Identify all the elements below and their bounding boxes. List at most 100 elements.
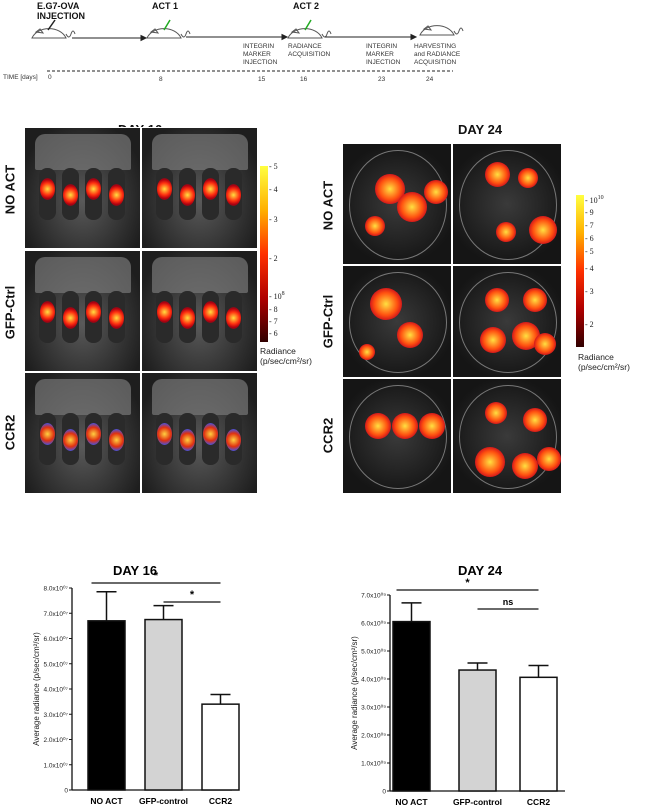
colorbar-units: (p/sec/cm²/sr) [260, 356, 312, 366]
x-tick-label: CCR2 [209, 796, 232, 806]
y-tick-label: 5.0x10⁰⁷ [44, 660, 69, 668]
y-axis-label: Average radiance (p/sec/cm²/sr) [32, 632, 41, 746]
colorbar-units: (p/sec/cm²/sr) [578, 362, 630, 372]
petri-dish [459, 272, 557, 373]
colorbar-label: Radiance [578, 352, 614, 362]
mouse-icon [287, 19, 332, 39]
y-tick-label: 3.0x10⁰⁹ [361, 704, 386, 712]
y-tick-label: 8.0x10⁰⁷ [44, 585, 69, 593]
signal-blob [397, 192, 427, 222]
colorbar-tick: - 8 [269, 304, 278, 314]
y-tick-label: 3.0x10⁰⁷ [44, 711, 69, 719]
colorbar-exponent: 8 [281, 291, 285, 298]
y-tick-label: 4.0x10⁰⁷ [44, 686, 69, 694]
signal-blob [157, 178, 172, 200]
dish-image [452, 143, 562, 265]
imaging-holder [152, 134, 248, 170]
chart-title: DAY 24 [458, 563, 503, 578]
colorbar-day16 [260, 166, 268, 342]
day-tick: 16 [300, 76, 308, 83]
colorbar-tick: - 9 [585, 207, 594, 217]
imaging-holder [35, 134, 131, 170]
significance-label: * [190, 589, 195, 601]
bar [458, 669, 497, 792]
signal-blob [157, 301, 172, 323]
bar-charts: DAY 16 0 1.0x10⁰⁷ 2.0x10⁰⁷ 3.0x10⁰⁷ 4.0x10⁰⁷ 5… [32, 563, 565, 807]
x-tick-label: NO ACT [90, 796, 123, 806]
note-integrin-1: INTEGRIN MARKER INJECTION [243, 43, 278, 66]
imaging-holder [35, 379, 131, 415]
row-label: GFP-Ctrl [320, 294, 336, 349]
petri-dish [459, 150, 557, 260]
dish-image [342, 265, 452, 378]
time-axis-label: TIME [days] [3, 74, 38, 81]
dish-image [452, 378, 562, 494]
signal-blob [226, 184, 241, 206]
signal-blob [523, 407, 548, 432]
chart-title: DAY 16 [113, 563, 157, 578]
signal-blob [391, 413, 418, 440]
signal-blob [397, 321, 423, 348]
signal-blob [86, 178, 101, 200]
day-tick: 24 [426, 76, 434, 83]
signal-blob [537, 447, 561, 472]
signal-blob [109, 307, 124, 329]
signal-blob [63, 184, 78, 206]
imaging-title-day24: DAY 24 [457, 122, 503, 137]
note-radiance: RADIANCE ACQUISITION [288, 43, 331, 58]
signal-blob [485, 288, 510, 313]
petri-dish [349, 272, 447, 373]
signal-blob [480, 327, 506, 354]
y-tick-label: 2.0x10⁰⁷ [44, 736, 69, 744]
timeline-drawing [31, 19, 464, 72]
signal-blob [534, 332, 556, 355]
y-tick-label: 7.0x10⁰⁷ [44, 610, 69, 618]
event-label-injection: E.G7-OVA INJECTION [37, 1, 86, 21]
imaging-holder [35, 257, 131, 293]
signal-blob [203, 178, 218, 200]
signal-blob [364, 413, 391, 440]
colorbar-tick: - 5 [269, 162, 278, 171]
signal-blob [364, 216, 385, 236]
y-tick-label: 6.0x10⁰⁹ [361, 620, 386, 628]
day-tick: 15 [258, 76, 266, 83]
signal-blob [226, 307, 241, 329]
signal-blob [424, 180, 448, 204]
day-tick: 23 [378, 76, 386, 83]
day-tick: 8 [159, 76, 163, 83]
significance-label: ns [503, 597, 514, 607]
colorbar-tick: - 2 [585, 320, 594, 330]
y-axis-label: Average radiance (p/sec/cm²/sr) [350, 636, 359, 750]
signal-blob [180, 307, 195, 329]
x-tick-label: GFP-control [139, 796, 188, 806]
event-label-act1: ACT 1 [152, 1, 179, 11]
signal-blob [226, 429, 241, 451]
y-tick-label: 1.0x10⁰⁷ [44, 761, 69, 769]
signal-blob [86, 301, 101, 323]
petri-dish [349, 385, 447, 489]
y-tick-label: 7.0x10⁰⁹ [361, 592, 386, 600]
mouse-image [141, 127, 258, 249]
mouse-image [24, 372, 141, 494]
signal-blob [157, 423, 172, 445]
signal-blob [180, 429, 195, 451]
mouse-icon [419, 25, 464, 36]
signal-blob [517, 168, 538, 188]
signal-blob [528, 216, 557, 244]
colorbar-tick: - 108 [269, 291, 285, 302]
y-tick-label: 5.0x10⁰⁹ [361, 648, 386, 656]
y-tick-label: 2.0x10⁰⁹ [361, 732, 386, 740]
signal-blob [496, 222, 517, 242]
significance-label: * [465, 577, 470, 589]
y-tick-label: 0 [382, 789, 386, 796]
petri-dish [349, 150, 447, 260]
imaging-holder [152, 379, 248, 415]
signal-blob [40, 301, 55, 323]
signal-blob [180, 184, 195, 206]
signal-blob [203, 423, 218, 445]
colorbar-tick: - 6 [269, 329, 278, 339]
bar [87, 620, 126, 791]
dish-image [342, 143, 452, 265]
signal-blob [485, 401, 508, 424]
